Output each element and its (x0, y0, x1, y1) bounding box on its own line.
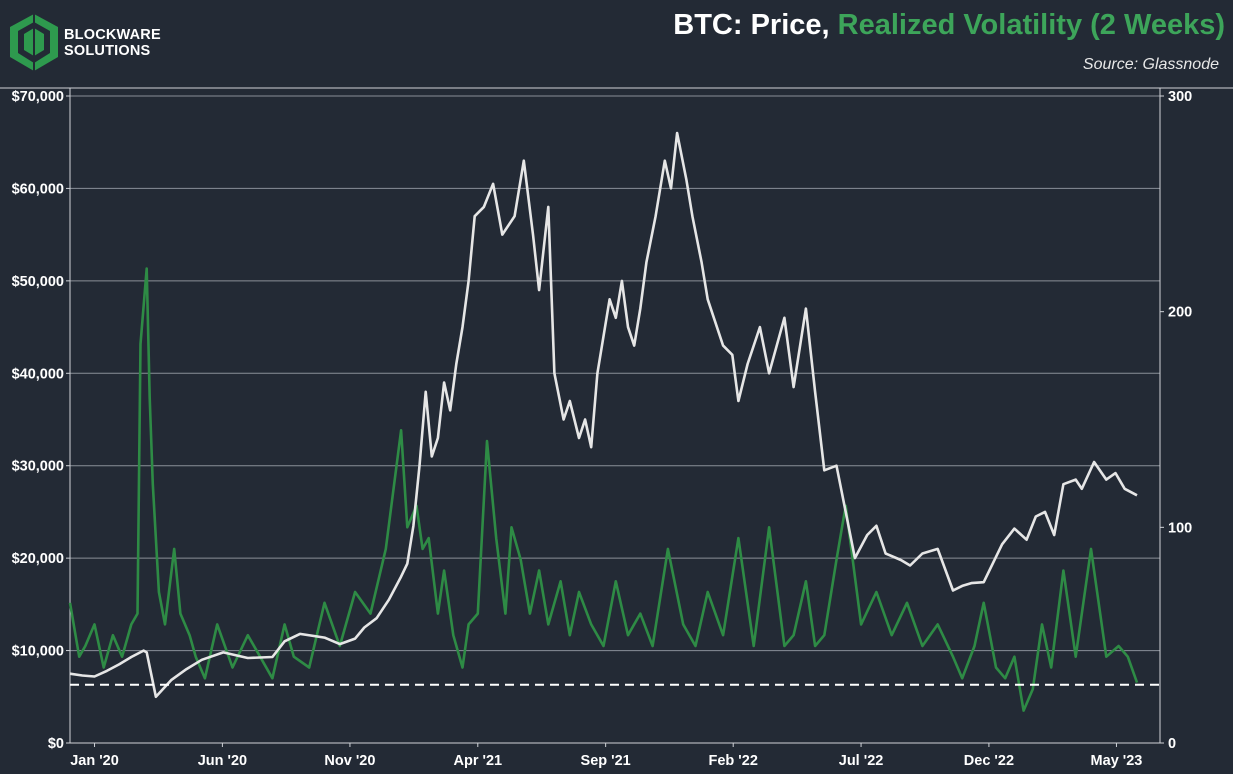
x-tick-label: Jan '20 (70, 753, 119, 769)
x-tick-label: Apr '21 (454, 753, 503, 769)
y-right-tick-label: 300 (1168, 89, 1192, 105)
x-tick-label: Dec '22 (964, 753, 1014, 769)
blockware-logo (10, 14, 58, 71)
y-left-tick-label: $50,000 (12, 274, 64, 290)
y-left-tick-label: $60,000 (12, 181, 64, 197)
brand-line-2: SOLUTIONS (64, 43, 151, 59)
x-tick-label: Sep '21 (581, 753, 631, 769)
y-left-tick-label: $0 (48, 736, 64, 752)
y-left-tick-label: $40,000 (12, 366, 64, 382)
y-right-tick-label: 0 (1168, 736, 1176, 752)
x-tick-label: May '23 (1091, 753, 1143, 769)
y-right-tick-label: 200 (1168, 305, 1192, 321)
x-tick-label: Nov '20 (324, 753, 375, 769)
y-right-tick-label: 100 (1168, 520, 1192, 536)
brand-line-1: BLOCKWARE (64, 27, 161, 43)
price-series-line (69, 131, 1138, 699)
volatility-series-line (68, 267, 1139, 712)
y-left-tick-label: $30,000 (12, 459, 64, 475)
brand-name: BLOCKWARE SOLUTIONS (64, 27, 161, 59)
x-tick-label: Jul '22 (839, 753, 884, 769)
y-left-tick-label: $20,000 (12, 551, 64, 567)
x-tick-label: Jun '20 (198, 753, 247, 769)
y-left-tick-label: $70,000 (12, 89, 64, 105)
title-price: BTC: Price, (673, 9, 830, 41)
chart-title: BTC: Price, Realized Volatility (2 Weeks… (673, 9, 1225, 42)
x-tick-label: Feb '22 (709, 753, 758, 769)
y-left-tick-label: $10,000 (12, 644, 64, 660)
title-volatility: Realized Volatility (2 Weeks) (837, 9, 1225, 41)
source-label: Source: Glassnode (1082, 56, 1219, 73)
